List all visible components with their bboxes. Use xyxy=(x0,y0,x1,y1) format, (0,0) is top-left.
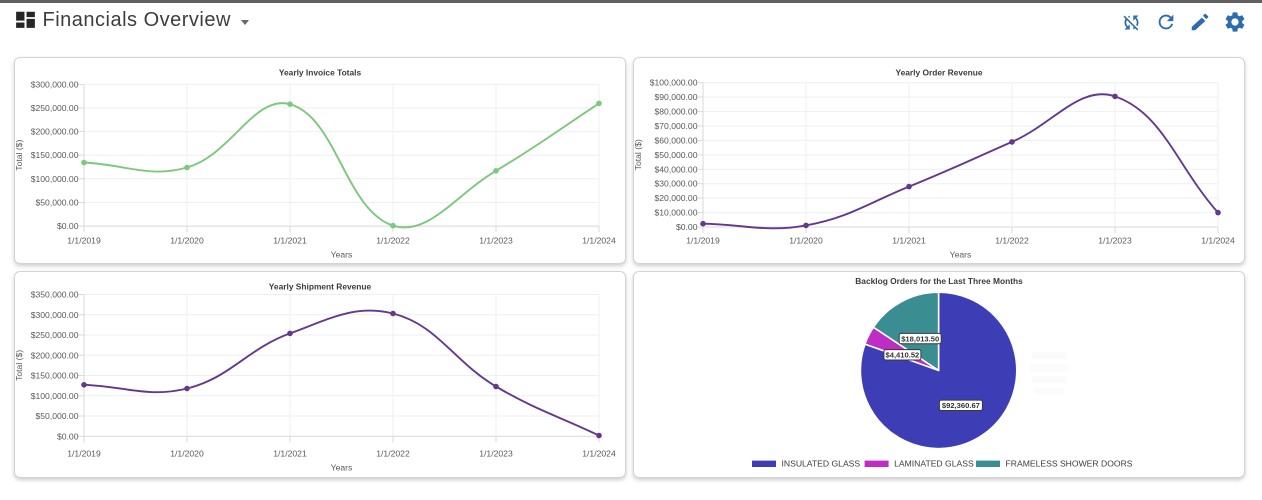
svg-text:1/1/2019: 1/1/2019 xyxy=(67,449,101,459)
svg-text:Yearly Order Revenue: Yearly Order Revenue xyxy=(895,68,982,78)
svg-text:$50,000.00: $50,000.00 xyxy=(35,411,78,421)
svg-text:FRAMELESS SHOWER DOORS: FRAMELESS SHOWER DOORS xyxy=(1006,459,1133,469)
svg-text:$70,000.00: $70,000.00 xyxy=(654,121,697,131)
svg-text:1/1/2024: 1/1/2024 xyxy=(1201,236,1235,246)
svg-text:$4,410.52: $4,410.52 xyxy=(886,351,920,360)
svg-text:INSULATED GLASS: INSULATED GLASS xyxy=(782,459,861,469)
svg-text:Years: Years xyxy=(331,463,353,473)
svg-text:$40,000.00: $40,000.00 xyxy=(654,164,697,174)
svg-text:1/1/2023: 1/1/2023 xyxy=(479,236,513,246)
svg-text:$90,000.00: $90,000.00 xyxy=(654,92,697,102)
svg-text:1/1/2023: 1/1/2023 xyxy=(1098,236,1132,246)
svg-text:$100,000.00: $100,000.00 xyxy=(31,174,79,184)
svg-text:$150,000.00: $150,000.00 xyxy=(31,150,79,160)
svg-text:$100,000.00: $100,000.00 xyxy=(650,78,698,88)
svg-text:1/1/2023: 1/1/2023 xyxy=(479,449,513,459)
svg-text:$20,000.00: $20,000.00 xyxy=(654,193,697,203)
svg-text:$0.00: $0.00 xyxy=(57,221,79,231)
svg-text:1/1/2022: 1/1/2022 xyxy=(376,236,410,246)
svg-text:1/1/2021: 1/1/2021 xyxy=(892,236,926,246)
svg-text:Total ($): Total ($) xyxy=(634,139,643,170)
svg-text:$200,000.00: $200,000.00 xyxy=(31,350,79,360)
svg-text:1/1/2020: 1/1/2020 xyxy=(789,236,823,246)
svg-text:Backlog Orders for the Last Th: Backlog Orders for the Last Three Months xyxy=(855,276,1023,286)
svg-text:$92,360.67: $92,360.67 xyxy=(942,401,980,410)
svg-text:$50,000.00: $50,000.00 xyxy=(654,150,697,160)
svg-text:$10,000.00: $10,000.00 xyxy=(654,208,697,218)
svg-text:$60,000.00: $60,000.00 xyxy=(654,135,697,145)
svg-text:1/1/2024: 1/1/2024 xyxy=(582,449,616,459)
svg-text:$80,000.00: $80,000.00 xyxy=(654,107,697,117)
svg-text:1/1/2024: 1/1/2024 xyxy=(582,236,616,246)
svg-text:1/1/2022: 1/1/2022 xyxy=(376,449,410,459)
svg-text:$350,000.00: $350,000.00 xyxy=(31,290,79,300)
svg-text:$250,000.00: $250,000.00 xyxy=(31,330,79,340)
svg-text:1/1/2020: 1/1/2020 xyxy=(170,449,204,459)
svg-text:1/1/2019: 1/1/2019 xyxy=(686,236,720,246)
svg-text:$300,000.00: $300,000.00 xyxy=(31,310,79,320)
svg-text:$200,000.00: $200,000.00 xyxy=(31,127,79,137)
svg-text:1/1/2021: 1/1/2021 xyxy=(273,449,307,459)
svg-text:Yearly Invoice Totals: Yearly Invoice Totals xyxy=(279,68,362,78)
svg-text:Total ($): Total ($) xyxy=(15,350,24,381)
svg-text:Years: Years xyxy=(950,250,972,260)
svg-text:1/1/2020: 1/1/2020 xyxy=(170,236,204,246)
svg-text:$250,000.00: $250,000.00 xyxy=(31,103,79,113)
svg-text:$100,000.00: $100,000.00 xyxy=(31,391,79,401)
svg-text:1/1/2019: 1/1/2019 xyxy=(67,236,101,246)
svg-text:$0.00: $0.00 xyxy=(676,222,698,232)
svg-text:$0.00: $0.00 xyxy=(57,431,79,441)
svg-text:1/1/2021: 1/1/2021 xyxy=(273,236,307,246)
svg-text:Years: Years xyxy=(331,250,353,260)
svg-text:1/1/2022: 1/1/2022 xyxy=(995,236,1029,246)
svg-text:$150,000.00: $150,000.00 xyxy=(31,371,79,381)
svg-text:$50,000.00: $50,000.00 xyxy=(35,198,78,208)
svg-text:LAMINATED GLASS: LAMINATED GLASS xyxy=(894,459,974,469)
svg-text:$300,000.00: $300,000.00 xyxy=(31,79,79,89)
svg-text:Yearly Shipment Revenue: Yearly Shipment Revenue xyxy=(269,282,372,292)
svg-text:$18,013.50: $18,013.50 xyxy=(901,335,939,344)
svg-text:$30,000.00: $30,000.00 xyxy=(654,179,697,189)
svg-text:Total ($): Total ($) xyxy=(15,140,24,171)
